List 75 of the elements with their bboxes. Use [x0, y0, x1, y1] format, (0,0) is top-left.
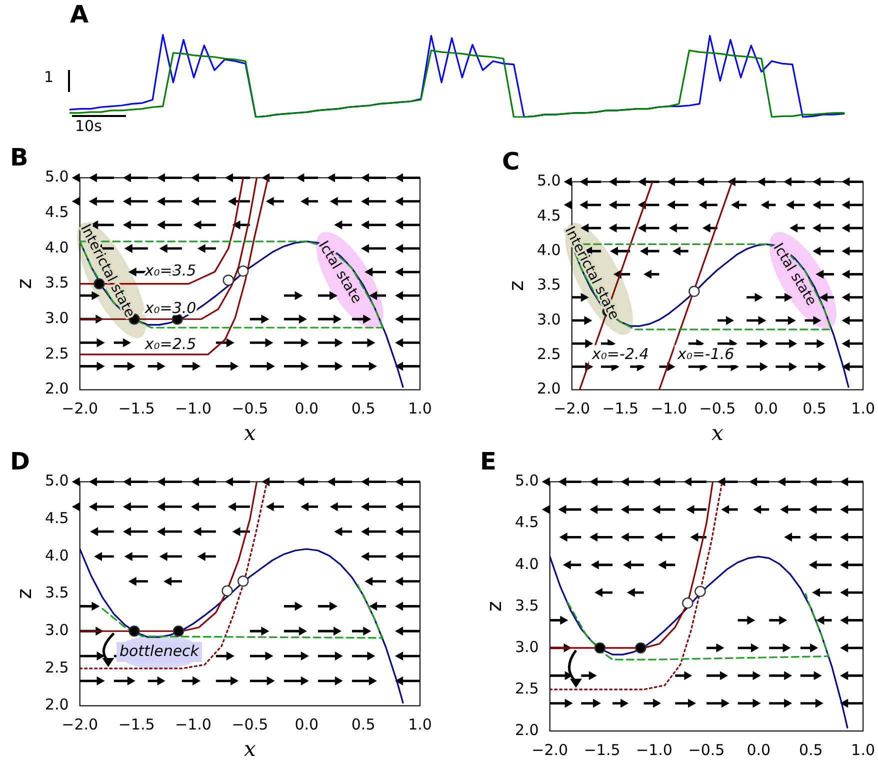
chart-title: B [10, 144, 28, 172]
y-tick-label: 2.0 [44, 380, 69, 398]
x-tick-label: 0.5 [802, 400, 826, 418]
x-tick-label: −0.5 [232, 400, 268, 418]
x-tick-label: 1.0 [851, 740, 875, 759]
y-axis-title: z [12, 588, 36, 600]
x-tick-label: −1.0 [636, 740, 672, 759]
x-tick-label: −1.0 [175, 716, 212, 734]
x-tick-label: −1.0 [175, 400, 212, 418]
y-tick-label: 2.0 [44, 696, 69, 714]
text: 1 [44, 68, 54, 86]
y-axis-title: z [12, 278, 36, 290]
y-tick-label: 4.5 [536, 206, 561, 224]
x-tick-label: −0.5 [699, 400, 736, 418]
y-tick-label: 5.0 [44, 472, 69, 490]
x-tick-label: −1.5 [118, 400, 155, 418]
annotation: 10s [75, 117, 102, 135]
y-tick-label: 4.0 [44, 546, 69, 564]
annotation: x₀=2.5 [144, 335, 196, 354]
x-tick-label: −2.0 [554, 400, 590, 418]
y-tick-label: 4.5 [44, 509, 69, 528]
y-tick-label: 5.0 [44, 168, 69, 186]
y-tick-label: 4.5 [44, 203, 69, 222]
x-tick-label: 0.5 [351, 400, 376, 418]
y-tick-label: 3.5 [514, 596, 539, 614]
y-tick-label: 2.5 [44, 658, 69, 676]
x-tick-label: −1.5 [602, 400, 639, 418]
y-tick-label: 2.5 [44, 344, 69, 362]
x-tick-label: −0.5 [688, 740, 725, 759]
y-tick-label: 2.5 [514, 679, 539, 698]
y-tick-label: 2.0 [536, 380, 561, 398]
annotation: x₀=3.0 [144, 299, 196, 318]
x-axis-title: x [244, 736, 256, 761]
chart-title: C [502, 148, 520, 176]
y-tick-label: 3.5 [536, 276, 561, 294]
x-axis-title: x [712, 420, 724, 445]
y-tick-label: 2.0 [514, 720, 539, 739]
y-tick-label: 3.5 [44, 584, 69, 602]
x-tick-label: −1.5 [584, 740, 620, 759]
y-tick-label: 3.0 [514, 638, 539, 656]
y-tick-label: 5.0 [514, 472, 539, 490]
y-axis-title: z [504, 280, 528, 292]
y-tick-label: 3.5 [44, 274, 69, 292]
x-axis-title: x [244, 420, 256, 445]
y-tick-label: 3.0 [44, 309, 69, 328]
x-tick-label: 0.0 [294, 716, 319, 734]
y-tick-label: 4.0 [514, 554, 539, 573]
x-tick-label: 0.0 [294, 400, 319, 418]
y-tick-label: 4.5 [514, 513, 539, 532]
y-tick-label: 4.0 [536, 241, 561, 260]
y-tick-label: 3.0 [536, 310, 561, 328]
annotation: x₀=-2.4 [591, 345, 649, 364]
annotation: x₀=-1.6 [676, 345, 734, 364]
y-tick-label: 5.0 [536, 172, 561, 190]
annotation: bottleneck [119, 642, 200, 660]
x-tick-label: −1.5 [118, 716, 155, 734]
x-tick-label: 0.0 [754, 400, 778, 418]
x-tick-label: 1.0 [408, 716, 432, 734]
x-tick-label: 0.5 [351, 716, 376, 734]
x-tick-label: −2.0 [62, 400, 98, 418]
x-tick-label: −1.0 [650, 400, 688, 418]
x-tick-label: −2.0 [62, 716, 98, 734]
chart-title: D [10, 448, 30, 476]
chart-title: E [480, 448, 496, 476]
y-tick-label: 2.5 [536, 345, 561, 364]
y-tick-label: 4.0 [44, 238, 69, 256]
y-axis-title: z [482, 601, 506, 612]
x-tick-label: 0.0 [746, 740, 771, 759]
chart-title: A [70, 0, 89, 29]
x-tick-label: 0.5 [798, 740, 823, 759]
x-tick-label: 1.0 [408, 400, 432, 418]
x-tick-label: −0.5 [232, 716, 268, 734]
x-tick-label: 1.0 [851, 400, 875, 418]
y-tick-label: 3.0 [44, 621, 69, 640]
x-tick-label: −2.0 [532, 740, 568, 759]
